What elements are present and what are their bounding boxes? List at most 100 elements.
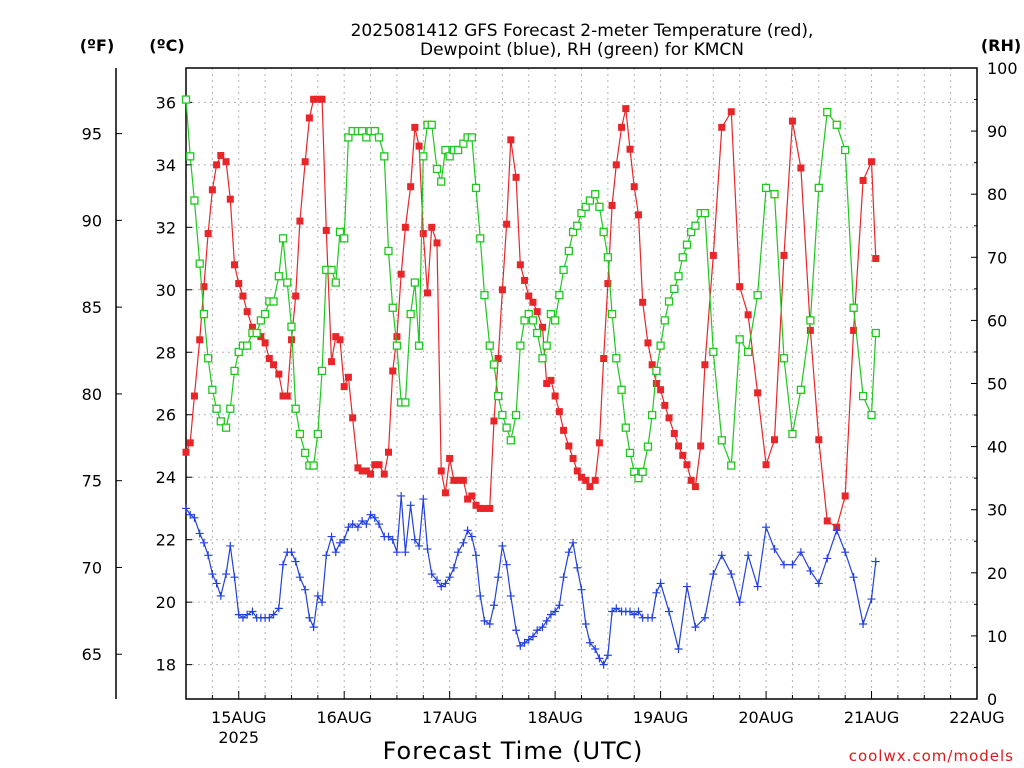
data-point bbox=[718, 123, 726, 131]
data-point bbox=[494, 391, 503, 401]
data-point bbox=[358, 516, 367, 525]
data-point bbox=[542, 341, 551, 350]
data-point bbox=[612, 354, 621, 363]
data-point bbox=[340, 383, 348, 391]
data-point bbox=[581, 620, 590, 629]
data-point bbox=[841, 145, 850, 155]
data-point bbox=[506, 591, 515, 600]
data-point bbox=[559, 265, 568, 275]
tick-label-f: 80 bbox=[82, 385, 102, 404]
data-point bbox=[222, 158, 230, 166]
data-point bbox=[331, 278, 340, 287]
data-point bbox=[415, 142, 423, 150]
data-point bbox=[529, 298, 537, 306]
tick-label-rh: 20 bbox=[987, 564, 1007, 583]
data-point bbox=[317, 366, 327, 376]
data-point bbox=[476, 234, 485, 243]
data-point bbox=[362, 520, 371, 529]
data-point bbox=[546, 610, 555, 619]
data-point bbox=[814, 183, 823, 193]
data-point bbox=[459, 476, 467, 484]
data-point bbox=[538, 354, 547, 363]
data-point bbox=[617, 385, 626, 394]
tick-label-c: 36 bbox=[156, 93, 176, 112]
data-point bbox=[464, 495, 472, 503]
data-point bbox=[806, 316, 815, 325]
data-point bbox=[868, 158, 876, 166]
data-point bbox=[279, 392, 287, 400]
data-point bbox=[638, 467, 647, 476]
data-point bbox=[393, 333, 401, 341]
data-point bbox=[674, 645, 683, 654]
data-point bbox=[226, 541, 235, 550]
tick-label-c: 26 bbox=[156, 406, 176, 425]
data-point bbox=[406, 309, 415, 319]
data-point bbox=[754, 389, 762, 397]
data-point bbox=[362, 467, 370, 475]
data-point bbox=[340, 535, 349, 544]
data-point bbox=[292, 292, 300, 300]
data-point bbox=[528, 316, 538, 325]
data-point bbox=[717, 551, 726, 560]
data-point bbox=[859, 620, 868, 629]
data-point bbox=[815, 436, 823, 444]
tick-label-x: 22AUG bbox=[949, 708, 1004, 727]
data-point bbox=[257, 333, 265, 341]
data-point bbox=[384, 246, 393, 256]
data-point bbox=[634, 473, 643, 483]
data-point bbox=[585, 196, 595, 205]
data-point bbox=[582, 476, 590, 484]
data-point bbox=[608, 201, 616, 209]
data-point bbox=[428, 223, 436, 231]
data-point bbox=[322, 551, 331, 560]
data-point bbox=[480, 291, 489, 300]
data-point bbox=[181, 95, 191, 104]
data-point bbox=[687, 227, 696, 237]
data-point bbox=[392, 548, 401, 557]
data-point bbox=[533, 328, 542, 338]
data-point bbox=[652, 366, 661, 376]
data-point bbox=[454, 548, 463, 557]
data-point bbox=[498, 286, 506, 294]
data-point bbox=[313, 429, 322, 439]
data-point bbox=[472, 551, 481, 560]
data-point bbox=[204, 230, 212, 238]
data-point bbox=[762, 523, 771, 532]
data-point bbox=[683, 461, 691, 469]
tick-label-rh: 90 bbox=[987, 122, 1007, 141]
data-point bbox=[335, 538, 344, 547]
data-point bbox=[437, 177, 446, 186]
data-point bbox=[196, 336, 204, 344]
data-point bbox=[744, 311, 752, 319]
data-point bbox=[578, 473, 585, 481]
data-point bbox=[516, 641, 525, 650]
data-point bbox=[380, 470, 388, 478]
data-point bbox=[788, 117, 796, 125]
data-point bbox=[401, 223, 409, 231]
data-point bbox=[779, 560, 788, 569]
data-point bbox=[238, 613, 247, 622]
chart-title-line2: Dewpoint (blue), RH (green) for KMCN bbox=[420, 40, 744, 60]
data-point bbox=[467, 532, 476, 541]
data-point bbox=[644, 339, 652, 347]
data-point bbox=[279, 560, 288, 569]
data-point bbox=[301, 158, 309, 166]
data-point bbox=[607, 309, 617, 319]
data-point bbox=[287, 322, 296, 331]
data-point bbox=[581, 202, 590, 211]
data-point bbox=[388, 303, 397, 312]
data-point bbox=[374, 133, 384, 142]
data-point bbox=[186, 510, 195, 519]
data-point bbox=[437, 467, 445, 475]
data-point bbox=[186, 152, 195, 161]
data-point bbox=[208, 570, 217, 579]
data-point bbox=[727, 461, 736, 470]
series-layer bbox=[181, 95, 880, 669]
data-point bbox=[186, 439, 194, 447]
data-point bbox=[407, 183, 415, 191]
data-point bbox=[494, 573, 503, 582]
data-point bbox=[265, 613, 274, 622]
tick-label-c: 22 bbox=[156, 531, 176, 550]
data-point bbox=[353, 523, 362, 532]
tick-label-f: 85 bbox=[82, 298, 102, 317]
